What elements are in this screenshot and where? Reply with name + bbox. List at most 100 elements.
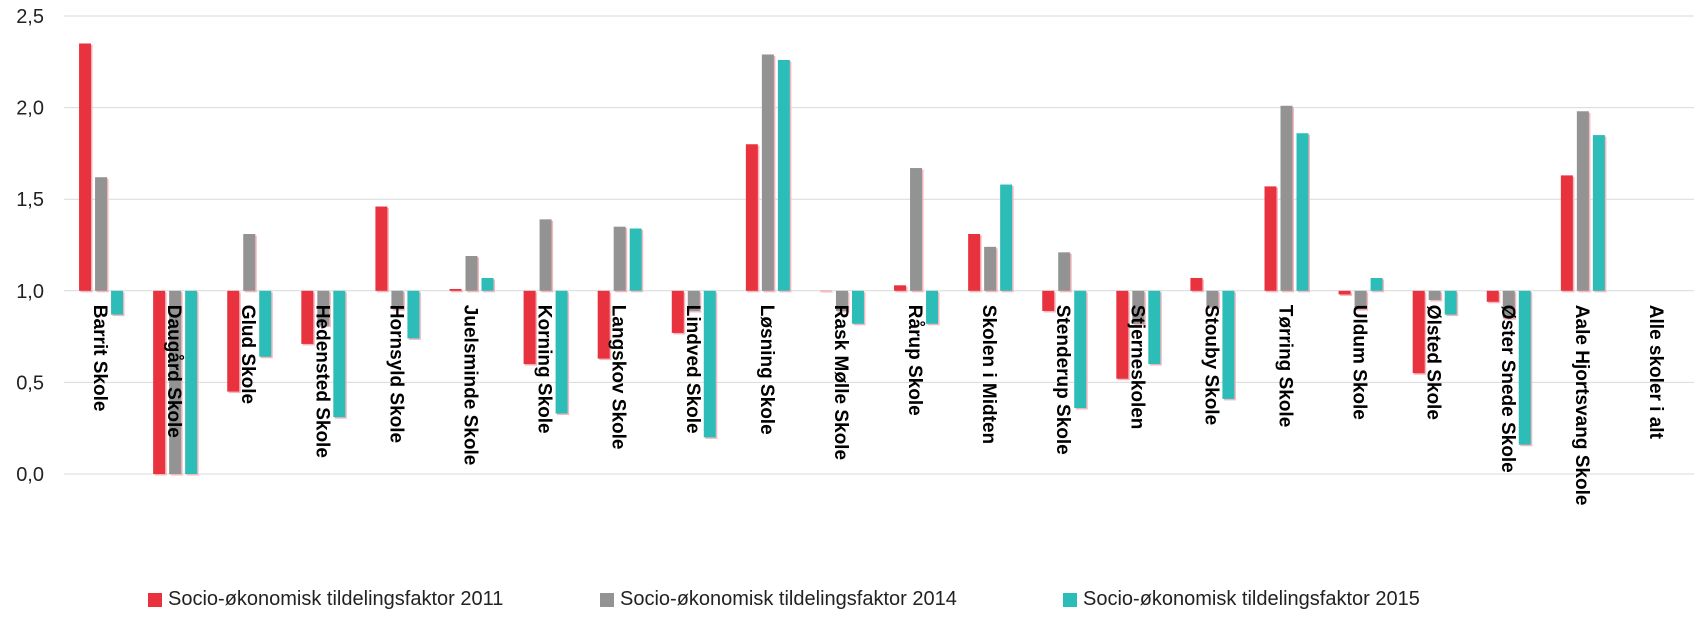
bar [481,277,494,291]
y-tick-label: 2,5 [16,6,44,28]
category-label: Langskov Skole [608,305,629,450]
bar [523,290,536,365]
category-label: Skolen i Midten [978,305,999,444]
category-label: Glud Skole [237,305,258,404]
category-label: Hornsyld Skole [385,305,406,443]
bar [835,290,848,311]
category-label: Korning Skole [534,305,555,434]
y-tick-label: 0,0 [16,464,44,486]
category-label: Stenderup Skole [1052,305,1073,455]
y-tick-label: 1,0 [16,281,44,303]
bar [1370,277,1383,291]
bar [1502,290,1515,319]
legend-item-2014: Socio-økonomisk tildelingsfaktor 2014 [600,588,957,611]
bar [375,206,388,291]
legend-label-2011: Socio-økonomisk tildelingsfaktor 2011 [168,588,504,610]
legend-label-2014: Socio-økonomisk tildelingsfaktor 2014 [620,588,957,610]
bar [1042,290,1055,311]
bar [153,290,166,474]
bar [1518,290,1531,445]
category-label: Daugård Skole [163,305,184,438]
bar [539,219,552,291]
bar [819,290,832,292]
category-label: Hedensted Skole [311,305,332,458]
y-tick-label: 2,0 [16,98,44,120]
bar [894,285,907,291]
bar [1132,290,1145,324]
bar [111,290,124,315]
y-tick-label: 0,5 [16,372,44,394]
bar [745,144,758,291]
bar [1296,133,1309,291]
bar [301,290,314,344]
bar [1560,175,1573,291]
bar [259,290,272,357]
category-label: Uldum Skole [1349,305,1370,420]
bar-shadow [451,290,463,293]
category-label: Alle skoler i alt [1645,305,1666,440]
bar [1000,184,1013,291]
y-axis-tick-labels: 0,0 0,5 1,0 1,5 2,0 2,5 [16,6,44,486]
category-label: Barrit Skole [89,305,110,412]
bar [926,290,939,324]
category-label: Tørring Skole [1275,305,1296,427]
bar [851,290,864,324]
bar [777,59,790,291]
bar [391,290,404,310]
bar [703,290,716,438]
category-label: Lindved Skole [682,305,703,434]
gridlines [64,15,1694,475]
category-label: Juelsminde Skole [460,305,481,466]
bar [1222,290,1235,399]
category-label: Øster Snede Skole [1497,305,1518,473]
bar [169,290,182,474]
bar [1354,290,1367,310]
bar [1486,290,1499,302]
category-label: Løsning Skole [756,305,777,435]
bar [227,290,240,392]
bar [243,234,256,291]
legend-swatch-2014 [600,592,614,607]
bar [1190,277,1203,291]
bar [629,228,642,291]
category-label: Rårup Skole [904,305,925,416]
bar [465,255,478,291]
bar [407,290,420,339]
bar [1412,290,1425,374]
bar [79,43,92,291]
bar [597,290,610,359]
bar [1592,135,1605,291]
category-label: Stjerneskolen [1126,305,1147,430]
bar [1148,290,1161,365]
category-label: Aale Hjortsvang Skole [1571,305,1592,506]
bar [968,234,981,291]
y-tick-label: 1,5 [16,189,44,211]
bar [910,168,923,291]
bar-series [79,43,1607,476]
legend: Socio-økonomisk tildelingsfaktor 2011 So… [0,580,1694,620]
legend-item-2011: Socio-økonomisk tildelingsfaktor 2011 [148,588,503,611]
category-label: Stouby Skole [1200,305,1221,425]
bar [1264,186,1277,291]
bar [185,290,198,474]
bar [1058,252,1071,291]
bar [687,290,700,311]
legend-label-2015: Socio-økonomisk tildelingsfaktor 2015 [1083,588,1420,610]
bar [1576,111,1589,291]
bar [1206,290,1219,308]
bar [1074,290,1087,409]
bar [1444,290,1457,315]
bar [671,290,684,333]
bar [449,288,462,291]
bar [95,177,108,291]
bar-shadow [821,292,834,293]
bar [761,54,774,291]
legend-swatch-2015 [1063,592,1077,607]
bar-chart: 0,0 0,5 1,0 1,5 2,0 2,5 Barrit Skole Daugård S… [16,6,1694,506]
bar [984,246,997,291]
legend-swatch-2011 [148,592,162,607]
bar [1428,290,1441,300]
bar [1338,290,1351,295]
category-label: Rask Mølle Skole [830,305,851,460]
bar [1116,290,1129,379]
